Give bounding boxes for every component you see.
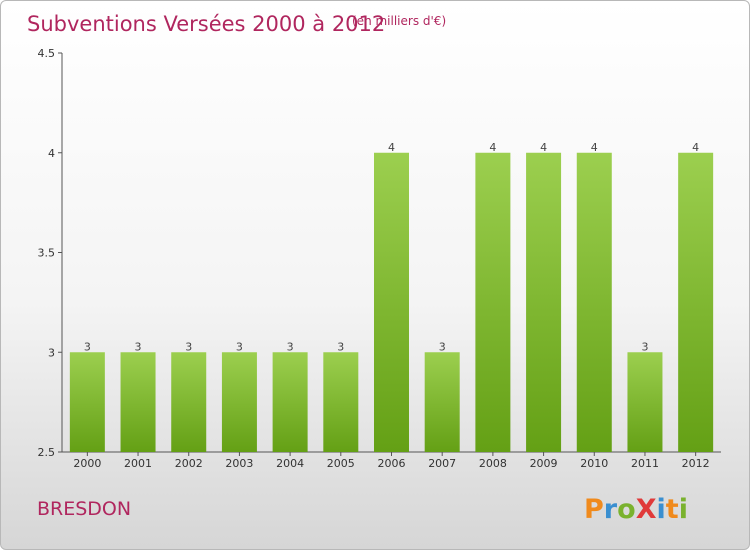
value-label-2007: 3 [439, 340, 446, 353]
value-label-2001: 3 [135, 340, 142, 353]
chart-title: Subventions Versées 2000 à 2012 [27, 12, 385, 36]
y-tick-label: 2.5 [38, 446, 56, 459]
chart-subtitle: (en milliers d'€) [352, 14, 446, 28]
value-label-2004: 3 [287, 340, 294, 353]
x-tick-label-2007: 2007 [428, 457, 456, 470]
value-label-2005: 3 [337, 340, 344, 353]
value-label-2012: 4 [692, 141, 699, 154]
y-tick-label: 4 [48, 147, 55, 160]
bars: 3 3 3 3 3 3 4 3 4 4 4 3 4 [69, 141, 714, 452]
x-tick-label-2009: 2009 [530, 457, 558, 470]
x-tick-label-2004: 2004 [276, 457, 304, 470]
axes: 2.5 3 3.5 4 4.5 2000 2001 2002 2003 2004 2005 2006 2… [38, 47, 721, 470]
value-label-2010: 4 [591, 141, 598, 154]
bar-2002 [171, 352, 207, 452]
bar-2000 [69, 352, 105, 452]
value-label-2009: 4 [540, 141, 547, 154]
x-tick-label-2010: 2010 [580, 457, 608, 470]
x-tick-label-2002: 2002 [175, 457, 203, 470]
x-tick-label-2012: 2012 [682, 457, 710, 470]
value-label-2008: 4 [489, 141, 496, 154]
x-tick-label-2001: 2001 [124, 457, 152, 470]
place-name: BRESDON [37, 498, 131, 520]
bar-2003 [221, 352, 257, 452]
y-tick-label: 3 [48, 346, 55, 359]
x-tick-label-2005: 2005 [327, 457, 355, 470]
y-tick-label: 4.5 [38, 47, 56, 60]
y-tick-label: 3.5 [38, 247, 56, 260]
bar-2012 [678, 152, 714, 452]
x-tick-label-2003: 2003 [225, 457, 253, 470]
bar-2010 [576, 152, 612, 452]
bar-2008 [475, 152, 511, 452]
value-label-2011: 3 [641, 340, 648, 353]
x-tick-label-2000: 2000 [73, 457, 101, 470]
value-label-2000: 3 [84, 340, 91, 353]
bar-2011 [627, 352, 663, 452]
value-label-2003: 3 [236, 340, 243, 353]
proxiti-logo: ProXiti [584, 494, 688, 525]
value-label-2002: 3 [185, 340, 192, 353]
bar-2004 [272, 352, 308, 452]
x-tick-label-2006: 2006 [378, 457, 406, 470]
bar-2001 [120, 352, 156, 452]
x-tick-label-2008: 2008 [479, 457, 507, 470]
value-label-2006: 4 [388, 141, 395, 154]
bar-2009 [526, 152, 562, 452]
x-tick-label-2011: 2011 [631, 457, 659, 470]
bar-2007 [424, 352, 460, 452]
bar-2005 [323, 352, 359, 452]
bar-2006 [374, 152, 409, 452]
